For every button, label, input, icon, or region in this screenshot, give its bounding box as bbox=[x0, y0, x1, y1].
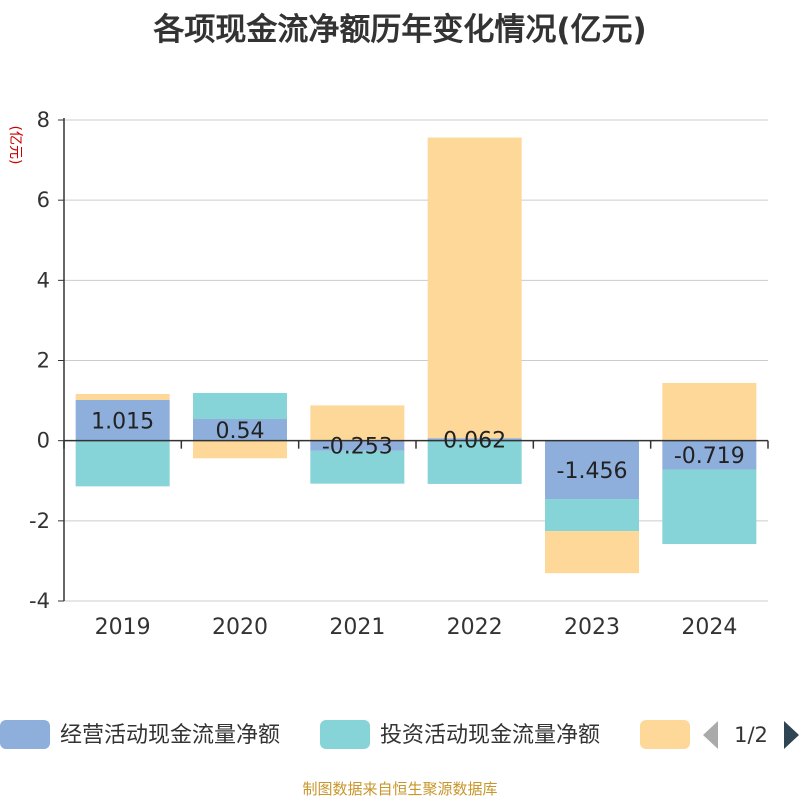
bar-3-2021 bbox=[310, 405, 405, 441]
y-tick-label: 6 bbox=[37, 188, 50, 212]
x-tick-label: 2020 bbox=[212, 615, 268, 640]
bar-1-2024 bbox=[662, 440, 757, 470]
y-tick-label: -2 bbox=[29, 509, 50, 533]
bar-3-2022 bbox=[427, 137, 522, 439]
data-label-2020: 0.54 bbox=[216, 419, 265, 444]
bars bbox=[75, 137, 757, 574]
legend-page-indicator: 1/2 bbox=[734, 723, 768, 747]
axes: -4 -2 0 2 4 6 8 (亿元) 2019 2020 2021 2022 2023 2024 bbox=[7, 108, 769, 640]
bar-1-2021 bbox=[310, 440, 405, 451]
legend-swatch-2 bbox=[320, 720, 370, 749]
bar-1-2023 bbox=[545, 440, 639, 500]
legend-swatch-1 bbox=[0, 720, 50, 749]
x-tick-label: 2022 bbox=[447, 615, 503, 640]
bar-2-2024 bbox=[662, 469, 757, 545]
bar-2-2020 bbox=[193, 392, 287, 420]
bar-3-2019 bbox=[75, 393, 170, 400]
bar-2-2023 bbox=[545, 499, 639, 532]
bar-3-2023 bbox=[545, 531, 639, 574]
data-labels: 1.015 0.54 -0.253 0.062 -1.456 -0.719 bbox=[91, 409, 745, 484]
legend-prev-icon[interactable] bbox=[703, 721, 718, 749]
legend-swatch-3 bbox=[640, 720, 690, 749]
legend-label-2: 投资活动现金流量净额 bbox=[380, 723, 600, 748]
legend-label-1: 经营活动现金流量净额 bbox=[60, 723, 280, 748]
data-source-note: 制图数据来自恒生聚源数据库 bbox=[302, 780, 498, 798]
y-tick-label: 2 bbox=[37, 349, 50, 373]
data-label-2024: -0.719 bbox=[674, 444, 745, 469]
bar-2-2019 bbox=[75, 440, 170, 487]
legend: 经营活动现金流量净额 投资活动现金流量净额 1/2 bbox=[0, 720, 799, 749]
data-label-2019: 1.015 bbox=[91, 409, 154, 434]
bar-3-2020 bbox=[193, 440, 287, 459]
x-tick-label: 2023 bbox=[564, 615, 620, 640]
y-tick-label: 4 bbox=[37, 268, 50, 292]
y-tick-label: 0 bbox=[37, 429, 50, 453]
bar-1-2020 bbox=[193, 419, 287, 441]
bar-2-2021 bbox=[310, 450, 405, 484]
bar-3-2024 bbox=[662, 382, 757, 441]
legend-next-icon[interactable] bbox=[784, 721, 799, 749]
x-tick-label: 2024 bbox=[681, 615, 737, 640]
bar-1-2022 bbox=[427, 438, 522, 441]
bar-2-2022 bbox=[427, 440, 522, 484]
x-tick-label: 2021 bbox=[329, 615, 385, 640]
y-tick-label: 8 bbox=[37, 108, 50, 132]
data-label-2023: -1.456 bbox=[557, 459, 628, 484]
y-axis-label: (亿元) bbox=[7, 126, 23, 165]
bar-1-2019 bbox=[75, 399, 170, 441]
data-label-2022: 0.062 bbox=[443, 428, 506, 453]
chart-title: 各项现金流净额历年变化情况(亿元) bbox=[153, 12, 647, 48]
x-tick-label: 2019 bbox=[95, 615, 151, 640]
data-label-2021: -0.253 bbox=[322, 435, 393, 460]
y-tick-label: -4 bbox=[29, 589, 50, 613]
